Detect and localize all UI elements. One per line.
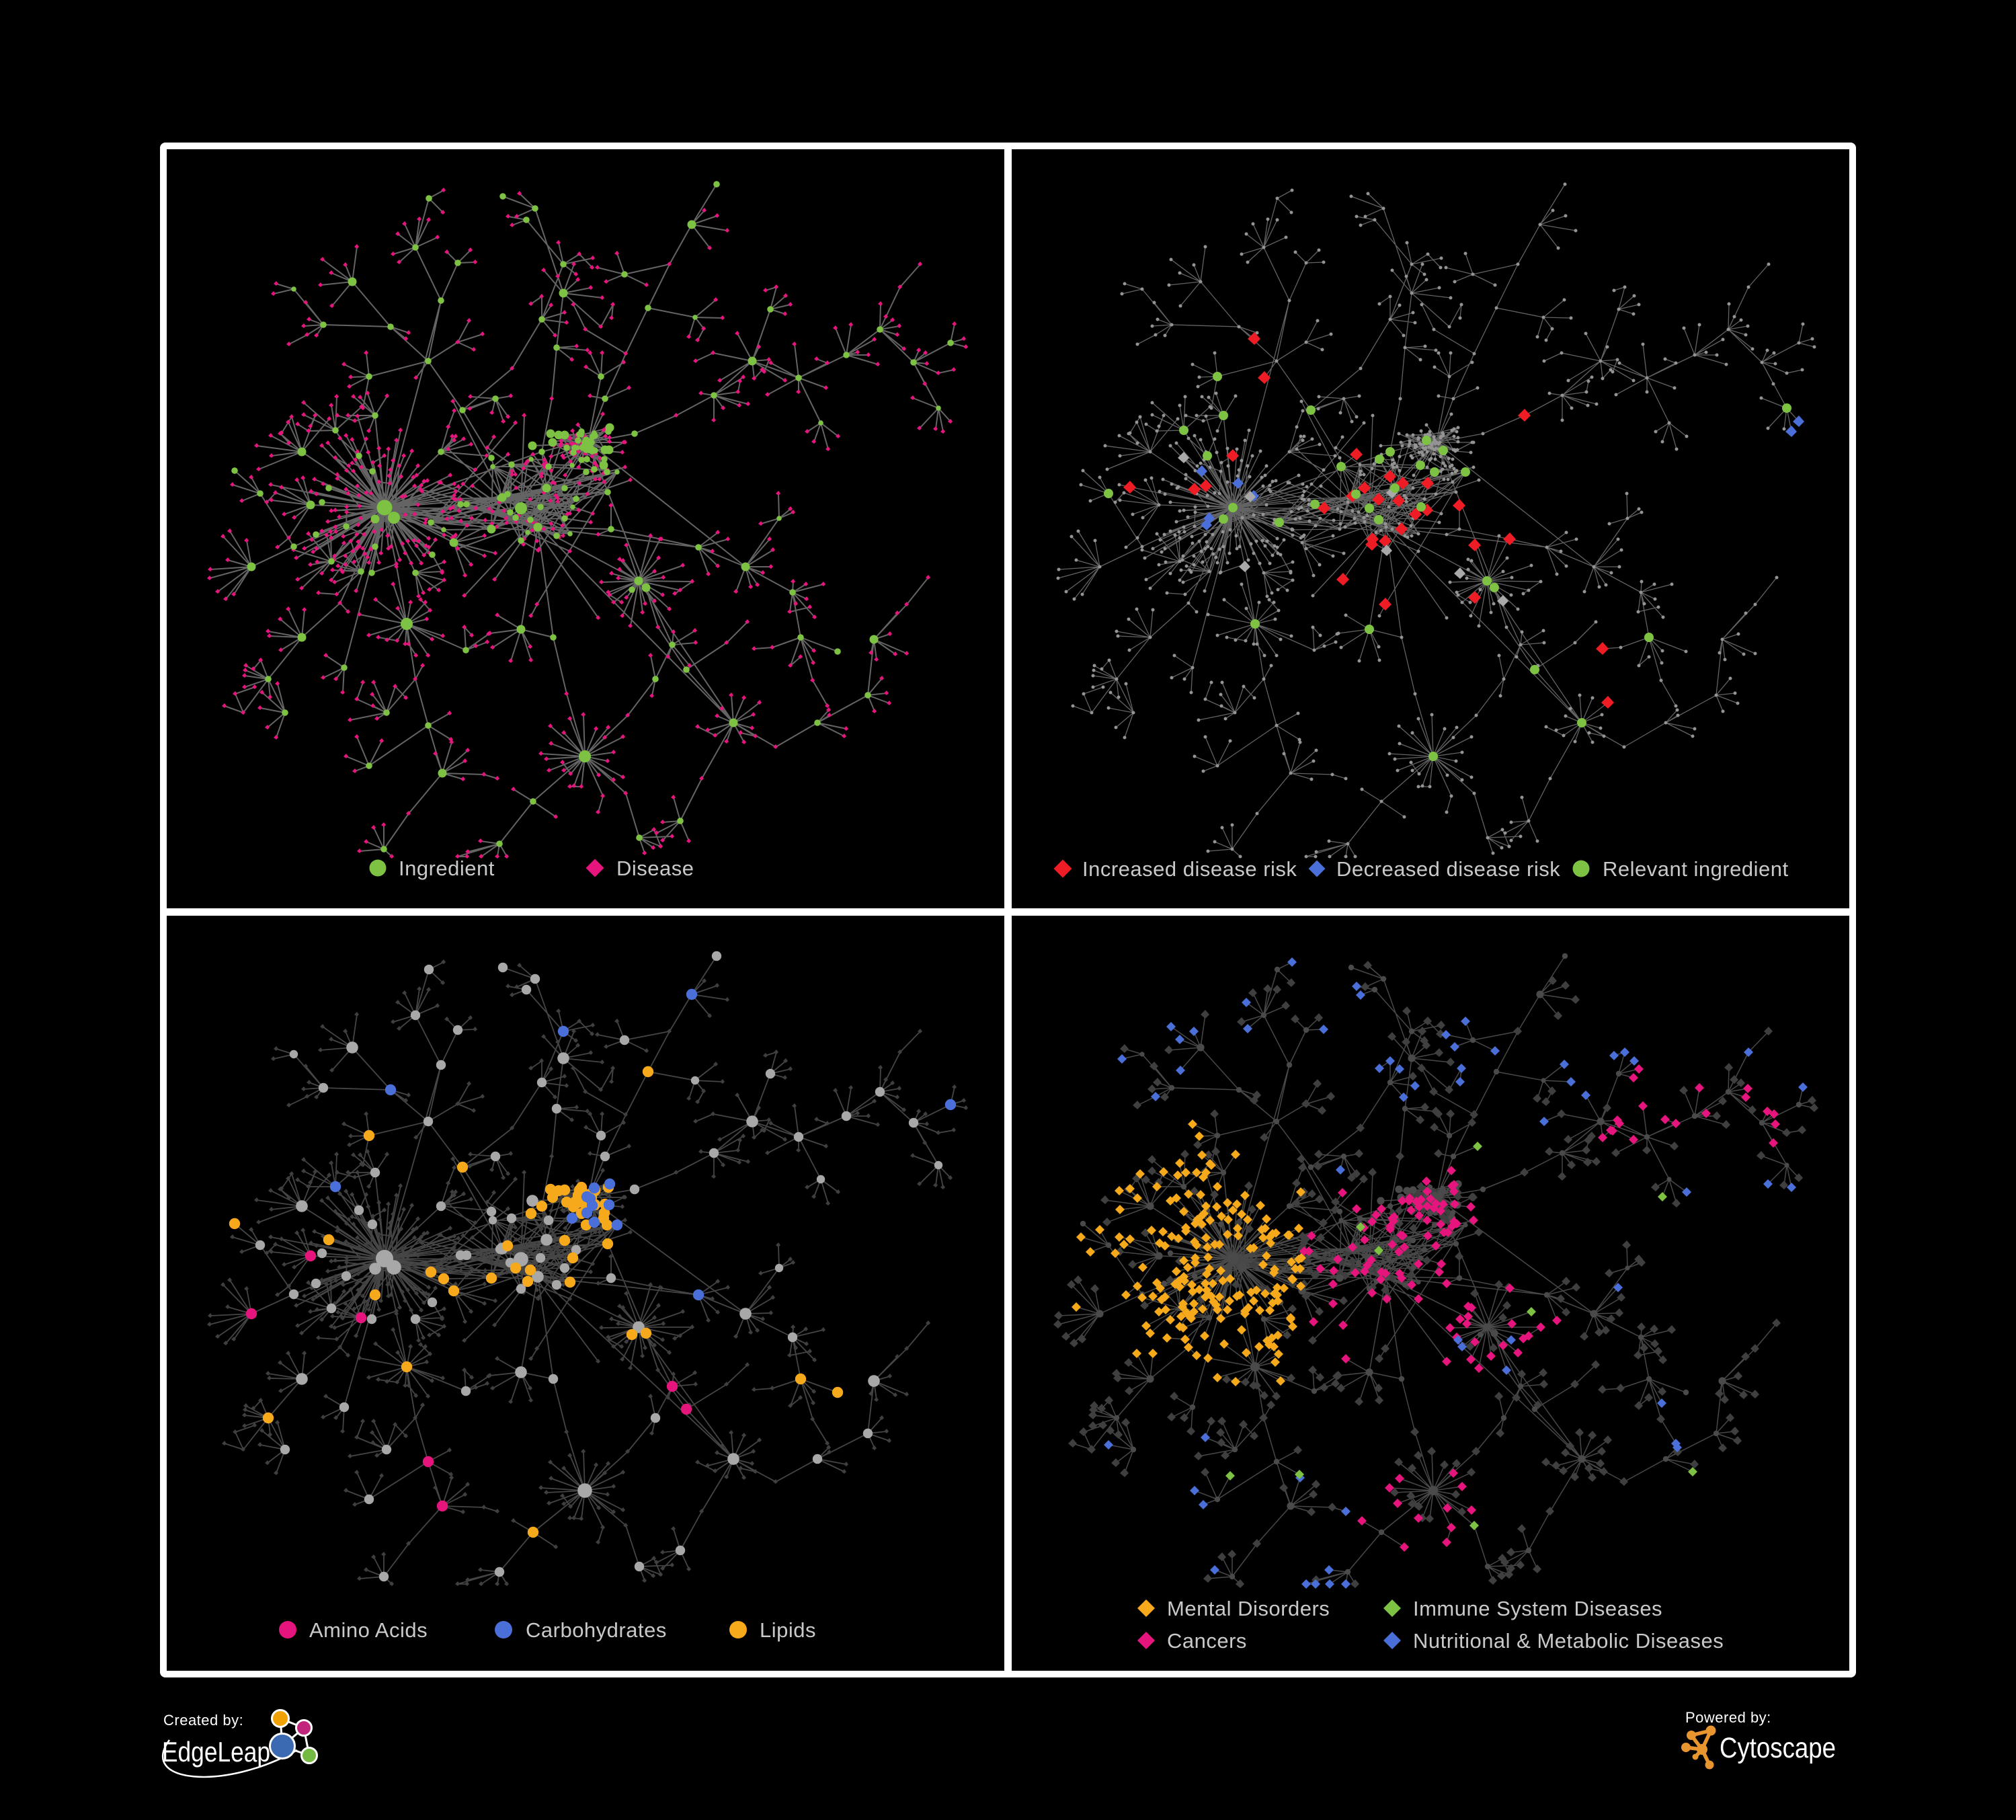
svg-text:Cytoscape: Cytoscape <box>1720 1732 1836 1764</box>
svg-text:Cancers: Cancers <box>1167 1629 1247 1653</box>
svg-text:Decreased disease risk: Decreased disease risk <box>1336 857 1560 881</box>
svg-text:Lipids: Lipids <box>760 1618 816 1642</box>
svg-text:Immune System Diseases: Immune System Diseases <box>1413 1597 1662 1620</box>
svg-text:EdgeLeap: EdgeLeap <box>162 1736 270 1768</box>
svg-text:Created by:: Created by: <box>163 1712 243 1729</box>
svg-text:Increased disease risk: Increased disease risk <box>1082 857 1297 881</box>
svg-text:Mental Disorders: Mental Disorders <box>1167 1597 1330 1620</box>
svg-text:Nutritional & Metabolic Diseas: Nutritional & Metabolic Diseases <box>1413 1629 1724 1653</box>
svg-text:Amino Acids: Amino Acids <box>309 1618 428 1642</box>
svg-text:Relevant ingredient: Relevant ingredient <box>1603 857 1789 881</box>
svg-text:Powered by:: Powered by: <box>1685 1709 1771 1726</box>
svg-text:Carbohydrates: Carbohydrates <box>526 1618 667 1642</box>
svg-text:Disease: Disease <box>616 857 694 880</box>
svg-text:Ingredient: Ingredient <box>399 857 495 880</box>
